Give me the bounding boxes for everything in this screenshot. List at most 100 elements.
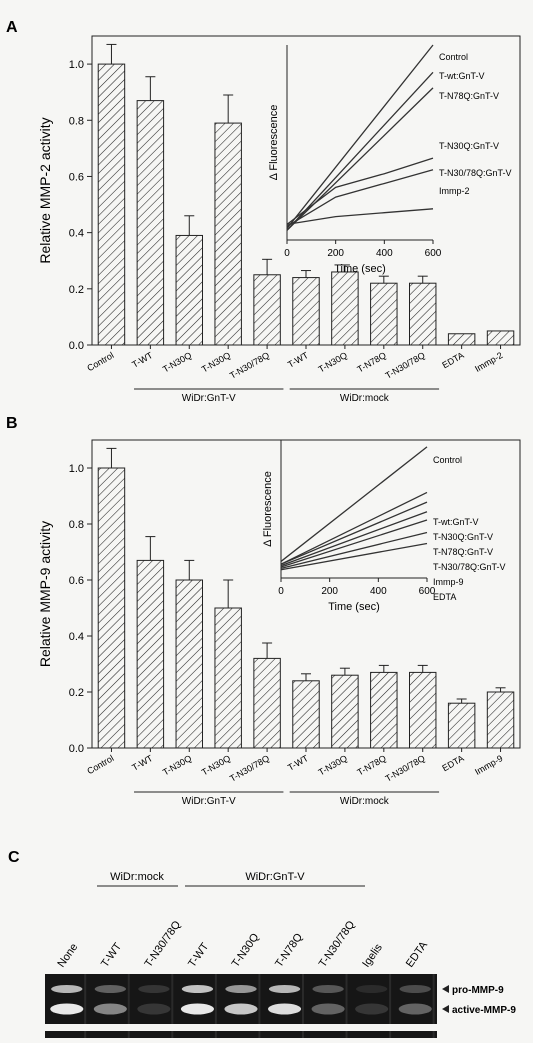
gel-band-active: [50, 1003, 84, 1015]
y-tick-label: 0.8: [69, 115, 84, 127]
bar: [97, 467, 126, 749]
group-label: WiDr:GnT-V: [182, 393, 236, 404]
y-tick-label: 0.2: [69, 687, 84, 699]
gel-lane-gap: [432, 974, 435, 1024]
y-tick-label: 1.0: [69, 463, 84, 475]
bar: [370, 671, 398, 749]
inset-x-axis-label: Time (sec): [328, 601, 380, 613]
inset-series-label: T-N30/78Q:GnT-V: [433, 562, 506, 572]
inset-series-label: T-N30Q:GnT-V: [433, 532, 493, 542]
x-tick-label: T-N30Q: [317, 350, 349, 374]
gel-lane-gap: [84, 1031, 87, 1043]
x-tick-label: T-WT: [286, 753, 310, 773]
bar: [370, 282, 398, 346]
gel-header-gnt: WiDr:GnT-V: [245, 871, 305, 883]
gel-band-label: pro-MMP-9: [452, 985, 504, 996]
inset-series-line: [280, 446, 428, 562]
y-tick-label: 0.0: [69, 340, 84, 352]
bar: [331, 271, 359, 346]
x-tick-label: T-N30Q: [317, 753, 349, 777]
bar: [97, 63, 126, 346]
gel-lane-gap: [214, 1031, 217, 1043]
gel-band-pro: [312, 985, 344, 993]
bar: [136, 100, 165, 346]
gel-lane-gap: [258, 974, 261, 1024]
y-tick-label: 0.6: [69, 575, 84, 587]
y-tick-label: 0.0: [69, 743, 84, 755]
bar: [331, 674, 359, 749]
x-tick-label: T-N30Q: [161, 753, 193, 777]
inset-series-label: T-N30Q:GnT-V: [439, 141, 499, 151]
gel-lane-gap: [389, 1031, 392, 1043]
inset-series-line: [286, 44, 434, 229]
bar: [175, 234, 204, 346]
x-tick-label: T-WT: [130, 350, 154, 370]
gel-lane-gap: [301, 974, 304, 1024]
gel-lane-gap: [127, 974, 130, 1024]
x-tick-label: EDTA: [440, 350, 465, 370]
gel-lane-gap: [84, 974, 87, 1024]
x-tick-label: T-WT: [130, 753, 154, 773]
gel-lane-label: T-WT: [99, 941, 124, 970]
inset-series-label: T-N78Q:GnT-V: [433, 547, 493, 557]
bar: [408, 282, 437, 346]
x-tick-label: T-WT: [286, 350, 310, 370]
inset-x-tick-label: 600: [419, 586, 436, 597]
x-tick-label: Immp-2: [473, 350, 504, 374]
gel-band-active: [180, 1003, 214, 1015]
inset-series-line: [280, 491, 428, 565]
gel-band-pro: [225, 985, 257, 993]
gel-lane-gap: [389, 974, 392, 1024]
gel-lane-gap: [214, 974, 217, 1024]
y-tick-label: 0.2: [69, 284, 84, 296]
gel-band-pro: [268, 985, 301, 993]
gel-lane-gap: [432, 1031, 435, 1043]
bar: [136, 559, 165, 749]
x-tick-label: Control: [85, 350, 115, 373]
gel-band-pro: [399, 985, 431, 993]
x-tick-label: T-N30Q: [200, 350, 232, 374]
bar: [214, 122, 242, 346]
gel-lane-label: None: [55, 941, 80, 969]
x-tick-label: T-N30Q: [200, 753, 232, 777]
inset-series-label: T-N30/78Q:GnT-V: [439, 168, 512, 178]
inset-x-axis-label: Time (sec): [334, 263, 386, 275]
bar: [253, 274, 281, 346]
inset-series-line: [286, 169, 434, 227]
x-tick-label: Control: [85, 753, 115, 776]
gel-band-active: [355, 1003, 389, 1015]
inset-series-line: [280, 501, 428, 565]
bar: [253, 657, 281, 749]
inset-series-line: [286, 87, 434, 231]
inset-y-axis-label: Δ Fluorescence: [268, 105, 280, 181]
gel-lane-gap: [171, 1031, 174, 1043]
bar: [292, 277, 320, 346]
mmp9-bar-chart: 0.0 0.2 0.4 0.6 0.8 1.0 Relative MMP-9 activit…: [37, 439, 521, 807]
gel-lane-gap: [171, 974, 174, 1024]
x-tick-label: T-N30/78Q: [384, 350, 427, 381]
gel-band-active: [224, 1003, 258, 1015]
gel-header-mock: WiDr:mock: [110, 871, 164, 883]
bar: [486, 691, 515, 749]
x-tick-label: T-N78Q: [356, 350, 388, 374]
gel-band-pro: [94, 985, 127, 993]
inset-series-label: T-N78Q:GnT-V: [439, 91, 499, 101]
x-tick-label: T-N30/78Q: [228, 753, 271, 784]
gel-lane-gap: [301, 1031, 304, 1043]
y-tick-label: 0.6: [69, 171, 84, 183]
gel-mmp2-background: [45, 1031, 437, 1043]
y-tick-label: 0.4: [69, 631, 84, 643]
gel-lane-label: Igelis: [360, 941, 385, 969]
panel-b-letter: B: [6, 415, 18, 432]
bar: [408, 671, 437, 749]
gel-lane-label: T-WT: [186, 941, 211, 970]
gel-band-active: [311, 1003, 345, 1015]
bar: [175, 579, 204, 749]
gel-lane-gap: [258, 1031, 261, 1043]
gel-lane-label: T-N30Q: [230, 931, 262, 970]
bar: [447, 333, 476, 346]
x-tick-label: Immp-9: [473, 753, 504, 777]
inset-series-line: [286, 208, 434, 226]
inset-y-axis-label: Δ Fluorescence: [262, 471, 274, 547]
